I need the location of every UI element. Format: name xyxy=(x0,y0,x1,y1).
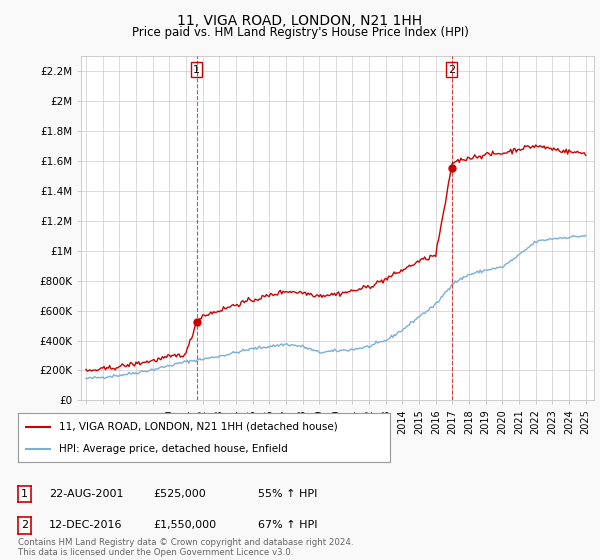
Text: 2: 2 xyxy=(21,520,28,530)
Text: HPI: Average price, detached house, Enfield: HPI: Average price, detached house, Enfi… xyxy=(59,444,287,454)
Text: 11, VIGA ROAD, LONDON, N21 1HH (detached house): 11, VIGA ROAD, LONDON, N21 1HH (detached… xyxy=(59,422,338,432)
Text: £525,000: £525,000 xyxy=(153,489,206,499)
Text: 55% ↑ HPI: 55% ↑ HPI xyxy=(258,489,317,499)
Text: 2: 2 xyxy=(448,64,455,74)
Text: 11, VIGA ROAD, LONDON, N21 1HH: 11, VIGA ROAD, LONDON, N21 1HH xyxy=(178,14,422,28)
Text: Price paid vs. HM Land Registry's House Price Index (HPI): Price paid vs. HM Land Registry's House … xyxy=(131,26,469,39)
Text: 67% ↑ HPI: 67% ↑ HPI xyxy=(258,520,317,530)
Text: £1,550,000: £1,550,000 xyxy=(153,520,216,530)
Text: Contains HM Land Registry data © Crown copyright and database right 2024.
This d: Contains HM Land Registry data © Crown c… xyxy=(18,538,353,557)
Text: 1: 1 xyxy=(21,489,28,499)
Text: 12-DEC-2016: 12-DEC-2016 xyxy=(49,520,123,530)
Text: 22-AUG-2001: 22-AUG-2001 xyxy=(49,489,124,499)
Text: 1: 1 xyxy=(193,64,200,74)
